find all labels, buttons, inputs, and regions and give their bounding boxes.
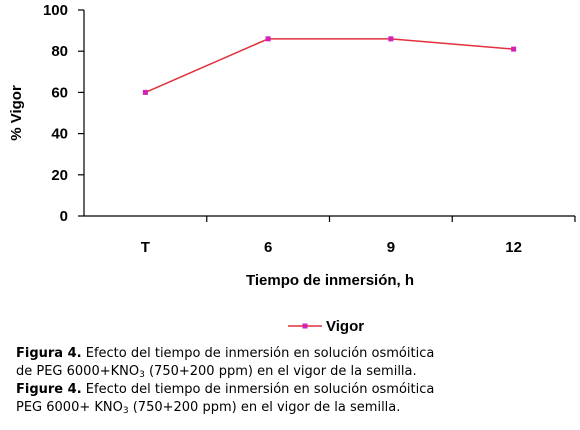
y-tick-label: 0 [60, 208, 68, 225]
x-tick-label: 9 [387, 239, 395, 256]
legend-marker [302, 323, 308, 329]
caption-text: Efecto del tiempo de inmersión en soluci… [85, 382, 435, 397]
chart-legend: Vigor [288, 318, 364, 335]
line-chart: 0 20 40 60 80 100 T 6 9 12 % Vigor Tiempo de inm… [8, 2, 576, 335]
x-tick-label: 6 [264, 239, 272, 256]
y-tick-label: 20 [51, 167, 68, 184]
series-line [145, 38, 514, 94]
y-tick-label: 100 [43, 2, 68, 19]
caption-text: (750+200 ppm) en el vigor de la semilla. [132, 400, 401, 415]
x-tick-label: T [141, 239, 150, 256]
caption-subscript: 3 [139, 370, 145, 380]
caption-subscript: 3 [122, 406, 129, 416]
y-axis-title: % Vigor [8, 85, 25, 141]
y-tick-label: 80 [51, 43, 68, 60]
data-point [511, 46, 517, 52]
figure-caption: Figura 4. Efecto del tiempo de inmersión… [16, 345, 576, 417]
y-tick-label: 40 [51, 126, 68, 143]
caption-english: Figure 4. Efecto del tiempo de inmersión… [16, 381, 576, 417]
chart-series [142, 36, 517, 95]
y-axis-ticks: 0 20 40 60 80 100 [43, 2, 84, 225]
caption-figure-label: Figura 4. [16, 346, 82, 361]
chart-axes [83, 10, 575, 217]
data-point [265, 36, 271, 42]
data-point [142, 89, 148, 95]
caption-line: Figure 4. Efecto del tiempo de inmersión… [16, 381, 576, 399]
caption-text: de PEG 6000+KNO [16, 364, 140, 379]
caption-spanish: Figura 4. Efecto del tiempo de inmersión… [16, 345, 576, 381]
caption-figure-label: Figure 4. [16, 382, 82, 397]
caption-text: (750+200 ppm) en el vigor de la semilla. [148, 364, 417, 379]
x-tick-label: 12 [505, 239, 522, 256]
x-axis-title: Tiempo de inmersión, h [246, 272, 414, 289]
legend-label-vigor: Vigor [326, 318, 364, 335]
data-point [388, 36, 394, 42]
caption-text: Efecto del tiempo de inmersión en soluci… [85, 346, 435, 361]
caption-line: PEG 6000+ KNO3 (750+200 ppm) en el vigor… [16, 399, 576, 417]
y-tick-label: 60 [51, 84, 68, 101]
caption-line: de PEG 6000+KNO3 (750+200 ppm) en el vig… [16, 363, 576, 381]
caption-text: PEG 6000+ KNO [16, 400, 123, 415]
caption-line: Figura 4. Efecto del tiempo de inmersión… [16, 345, 576, 363]
x-axis-ticks: T 6 9 12 [141, 216, 576, 256]
